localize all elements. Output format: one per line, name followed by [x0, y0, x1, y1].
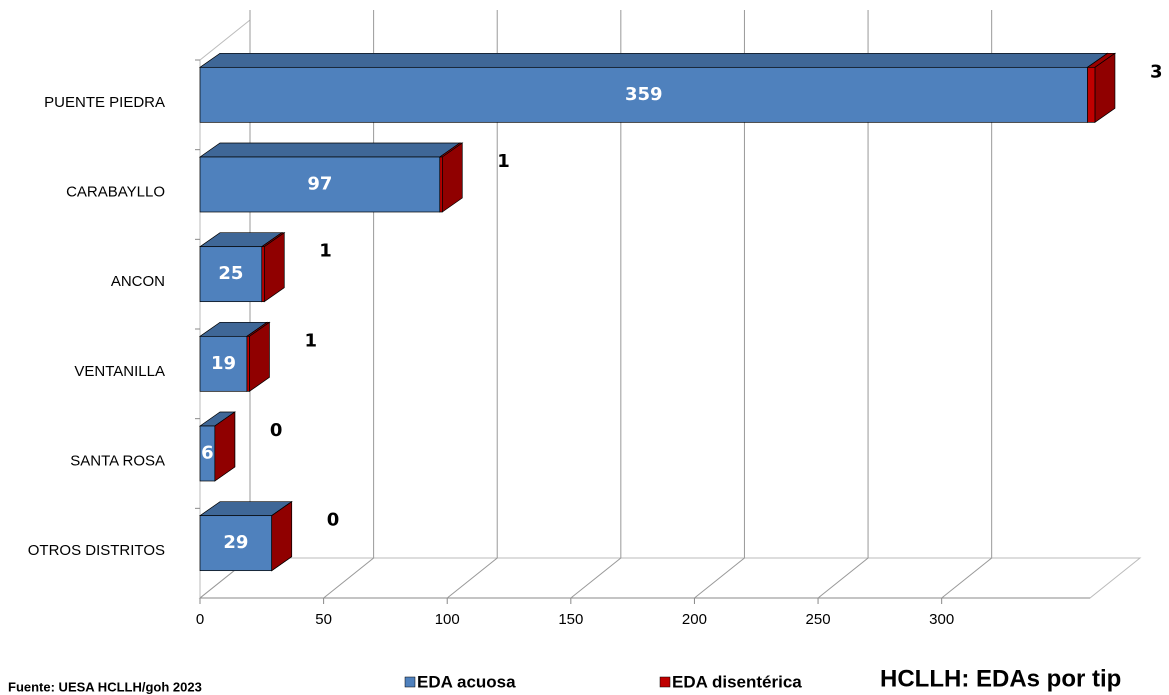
floor [198, 557, 1142, 599]
grid-line [570, 10, 622, 599]
chart-title: HCLLH: EDAs por tip [880, 665, 1121, 692]
x-tick-label: 150 [558, 611, 583, 628]
value-label: 25 [218, 263, 243, 284]
bar [199, 156, 441, 213]
grid-line [694, 10, 745, 599]
value-label: 1 [319, 241, 332, 262]
value-label: 0 [327, 510, 340, 531]
bar-side [271, 500, 293, 572]
category-label: OTROS DISTRITOS [28, 542, 165, 559]
value-label: 359 [625, 84, 663, 105]
value-label: 1 [497, 151, 510, 172]
grid-line [817, 10, 869, 599]
x-tick-label: 300 [929, 611, 954, 628]
category-label: PUENTE PIEDRA [44, 94, 165, 111]
x-tick-label: 0 [196, 611, 204, 628]
legend-swatch [404, 676, 416, 688]
value-label: 0 [270, 420, 283, 441]
grid-line [941, 10, 993, 599]
bar [199, 246, 263, 303]
bar [1087, 66, 1096, 123]
source-note: Fuente: UESA HCLLH/goh 2023 [8, 679, 202, 694]
bar [199, 515, 273, 572]
category-label: CARABAYLLO [66, 183, 165, 200]
value-label: 97 [307, 174, 332, 195]
category-label: VENTANILLA [74, 363, 165, 380]
bar [246, 335, 250, 392]
category-label: SANTA ROSA [70, 452, 165, 469]
x-tick-label: 250 [806, 611, 831, 628]
bar [439, 156, 443, 213]
bar [199, 66, 1088, 123]
bar [261, 246, 265, 303]
grid-line [446, 10, 498, 599]
bar [199, 335, 248, 392]
value-label: 29 [223, 532, 248, 553]
value-label: 1 [304, 330, 317, 351]
wall-edge [199, 19, 251, 61]
value-label: 6 [201, 443, 214, 464]
x-tick-label: 100 [435, 611, 460, 628]
x-tick-label: 50 [315, 611, 332, 628]
legend-swatch [659, 676, 671, 688]
legend-label: EDA acuosa [417, 672, 516, 691]
legend-label: EDA disentérica [672, 672, 802, 691]
bar-top [198, 142, 461, 158]
bar-side [214, 411, 236, 482]
bar-top [198, 52, 1109, 68]
value-label: 19 [211, 353, 236, 374]
category-label: ANCON [111, 273, 165, 290]
value-label: 3 [1150, 61, 1163, 82]
x-tick-label: 200 [682, 611, 707, 628]
